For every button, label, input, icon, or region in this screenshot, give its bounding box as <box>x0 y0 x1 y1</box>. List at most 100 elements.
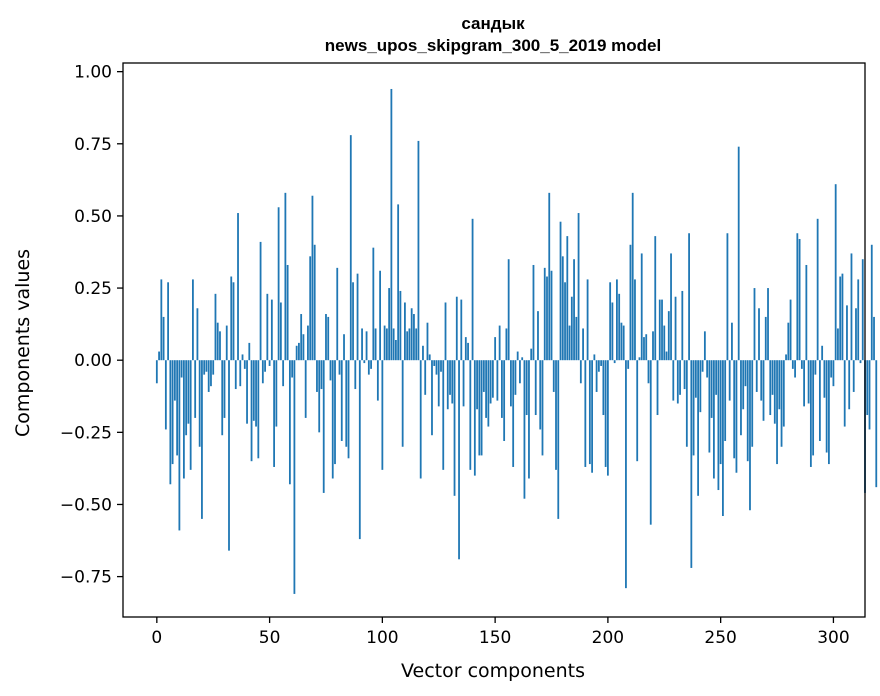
bar-component-206 <box>620 322 623 361</box>
bar-component-183 <box>568 325 571 361</box>
bar-component-54 <box>277 207 280 361</box>
bar-component-174 <box>548 192 551 361</box>
bar-component-271 <box>767 288 769 361</box>
bar-component-104 <box>390 88 393 361</box>
bar-component-36 <box>237 213 239 361</box>
bar-component-72 <box>318 360 321 433</box>
bar-component-157 <box>510 360 512 407</box>
bar-component-1 <box>158 351 160 361</box>
bar-component-70 <box>313 244 316 361</box>
bar-component-129 <box>446 360 449 410</box>
bar-component-57 <box>284 192 287 361</box>
bar-component-237 <box>690 360 693 568</box>
bar-component-178 <box>557 360 560 519</box>
bar-component-138 <box>467 342 469 361</box>
x-tick-label: 0 <box>151 628 162 648</box>
bar-component-63 <box>298 342 300 361</box>
bar-component-71 <box>316 360 318 392</box>
bar-component-164 <box>525 360 528 416</box>
bar-component-46 <box>259 241 262 361</box>
bar-component-274 <box>773 360 776 424</box>
bar-component-22 <box>205 360 208 372</box>
bar-component-272 <box>769 360 772 416</box>
bar-component-176 <box>552 360 555 392</box>
bar-component-149 <box>491 360 494 398</box>
bar-component-238 <box>692 360 695 456</box>
bar-component-50 <box>268 360 271 366</box>
bar-component-55 <box>279 302 282 361</box>
bar-component-143 <box>478 360 481 456</box>
bar-component-39 <box>243 360 246 369</box>
bar-component-295 <box>821 345 824 361</box>
bar-component-34 <box>232 282 235 361</box>
bar-component-32 <box>228 360 230 551</box>
bar-component-207 <box>622 325 625 361</box>
bar-component-35 <box>234 360 237 390</box>
plot-area: 0 50 100 150 200 250 300 −0.75 −0.50 −0.25 0.00 0.2… <box>60 62 878 648</box>
bar-component-93 <box>365 331 368 361</box>
bar-component-81 <box>338 360 341 375</box>
bar-component-245 <box>708 360 711 453</box>
bar-component-201 <box>609 282 612 361</box>
bar-component-187 <box>577 213 580 361</box>
bar-component-127 <box>442 360 445 470</box>
bar-component-7 <box>171 360 174 465</box>
bar-component-180 <box>561 256 564 361</box>
bar-component-279 <box>785 354 787 361</box>
bar-component-225 <box>663 325 666 361</box>
bar-component-74 <box>322 360 325 493</box>
bar-component-256 <box>733 360 736 459</box>
bar-component-60 <box>291 360 294 378</box>
bar-component-78 <box>331 360 334 479</box>
bar-component-145 <box>482 360 485 392</box>
bar-component-247 <box>712 360 715 479</box>
bar-component-83 <box>343 334 345 361</box>
ticks-group: 0 50 100 150 200 250 300 −0.75 −0.50 −0.25 0.00 0.2… <box>60 63 850 648</box>
bar-component-95 <box>370 360 372 369</box>
bar-component-58 <box>286 264 289 361</box>
bar-component-229 <box>672 360 675 401</box>
bar-component-150 <box>494 337 497 361</box>
bar-component-44 <box>255 360 257 427</box>
bar-component-152 <box>498 325 501 361</box>
bar-component-148 <box>489 360 492 404</box>
x-tick-label: 150 <box>479 628 511 648</box>
bar-component-144 <box>480 360 483 456</box>
bar-component-15 <box>189 360 192 470</box>
bar-component-5 <box>167 282 169 361</box>
bar-component-319 <box>875 360 878 488</box>
bar-component-244 <box>706 360 709 378</box>
bar-component-269 <box>762 360 765 421</box>
bar-component-313 <box>861 259 864 361</box>
bar-component-263 <box>749 360 751 511</box>
bar-component-119 <box>424 360 427 395</box>
bar-component-91 <box>361 328 363 361</box>
bar-component-100 <box>381 360 384 470</box>
bar-component-197 <box>600 360 603 366</box>
bar-component-248 <box>715 360 718 395</box>
bar-component-125 <box>437 360 440 407</box>
bar-component-286 <box>800 360 803 369</box>
bar-component-13 <box>185 360 188 436</box>
bar-component-254 <box>728 360 731 401</box>
y-tick-label: 0.75 <box>74 135 112 155</box>
bar-component-168 <box>534 360 537 416</box>
bar-component-208 <box>625 360 627 589</box>
bar-component-37 <box>239 360 242 387</box>
bar-component-262 <box>746 360 749 462</box>
bar-component-243 <box>703 331 706 361</box>
bar-component-316 <box>868 360 871 430</box>
bar-component-117 <box>419 360 422 479</box>
bar-component-121 <box>428 354 431 361</box>
bar-component-96 <box>372 247 375 361</box>
y-tick-label: 0.00 <box>74 351 112 371</box>
x-tick-label: 100 <box>366 628 398 648</box>
bar-component-166 <box>530 348 533 361</box>
x-tick-label: 300 <box>817 628 849 648</box>
bar-component-265 <box>753 288 756 361</box>
bar-component-47 <box>261 360 264 384</box>
bar-component-67 <box>307 325 309 361</box>
bar-component-20 <box>201 360 203 519</box>
bar-component-41 <box>248 342 251 361</box>
bar-component-69 <box>311 195 314 361</box>
